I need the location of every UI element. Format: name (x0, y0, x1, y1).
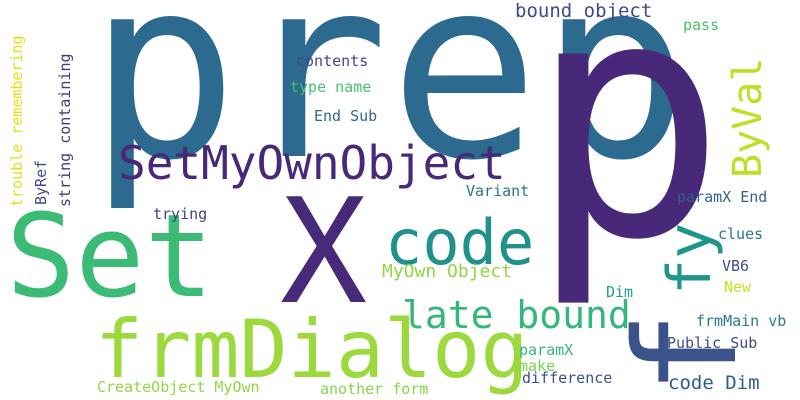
word-fy: fy (655, 222, 725, 295)
word-byref: ByRef (32, 159, 50, 205)
word-myown-object: MyOwn Object (382, 261, 513, 282)
word-paramx-end: paramX End (677, 188, 768, 206)
word-trying: trying (153, 205, 208, 223)
word-difference: difference (522, 369, 613, 387)
word-new: New (724, 278, 752, 296)
word-frmmain-vb: frmMain vb (696, 312, 787, 330)
word-p: p (528, 0, 727, 312)
word-string-containing: string containing (56, 53, 74, 207)
word-code-dim: code Dim (668, 372, 760, 394)
word-createobject-myown: CreateObject MyOwn (97, 378, 260, 396)
word-x: X (280, 168, 368, 337)
word-pass: pass (683, 16, 720, 34)
word-trouble-remembering: trouble remembering (8, 35, 26, 207)
word-set: Set (6, 190, 214, 324)
word-public-sub: Public Sub (667, 334, 758, 352)
word-late-bound: late bound (402, 293, 631, 337)
word-clues: clues (718, 225, 764, 243)
word-make: make (519, 357, 556, 375)
word-frmdialog: frmDialog (95, 303, 529, 396)
word-code: code (385, 206, 535, 279)
word-paramx: paramX (519, 341, 574, 359)
word-variant: Variant (466, 182, 530, 200)
word-vb6: VB6 (722, 257, 750, 275)
word-type-name: type name (290, 78, 372, 96)
word-byval: ByVal (725, 57, 771, 178)
word-prep: prep (88, 0, 691, 215)
word-end-sub: End Sub (314, 107, 378, 125)
word-contents: contents (296, 52, 369, 70)
word-setmyownobject: SetMyOwnObject (118, 136, 506, 190)
word-bound-object: bound object (515, 0, 653, 22)
word-dim: Dim (606, 283, 634, 301)
word-another-form: another form (320, 380, 429, 398)
